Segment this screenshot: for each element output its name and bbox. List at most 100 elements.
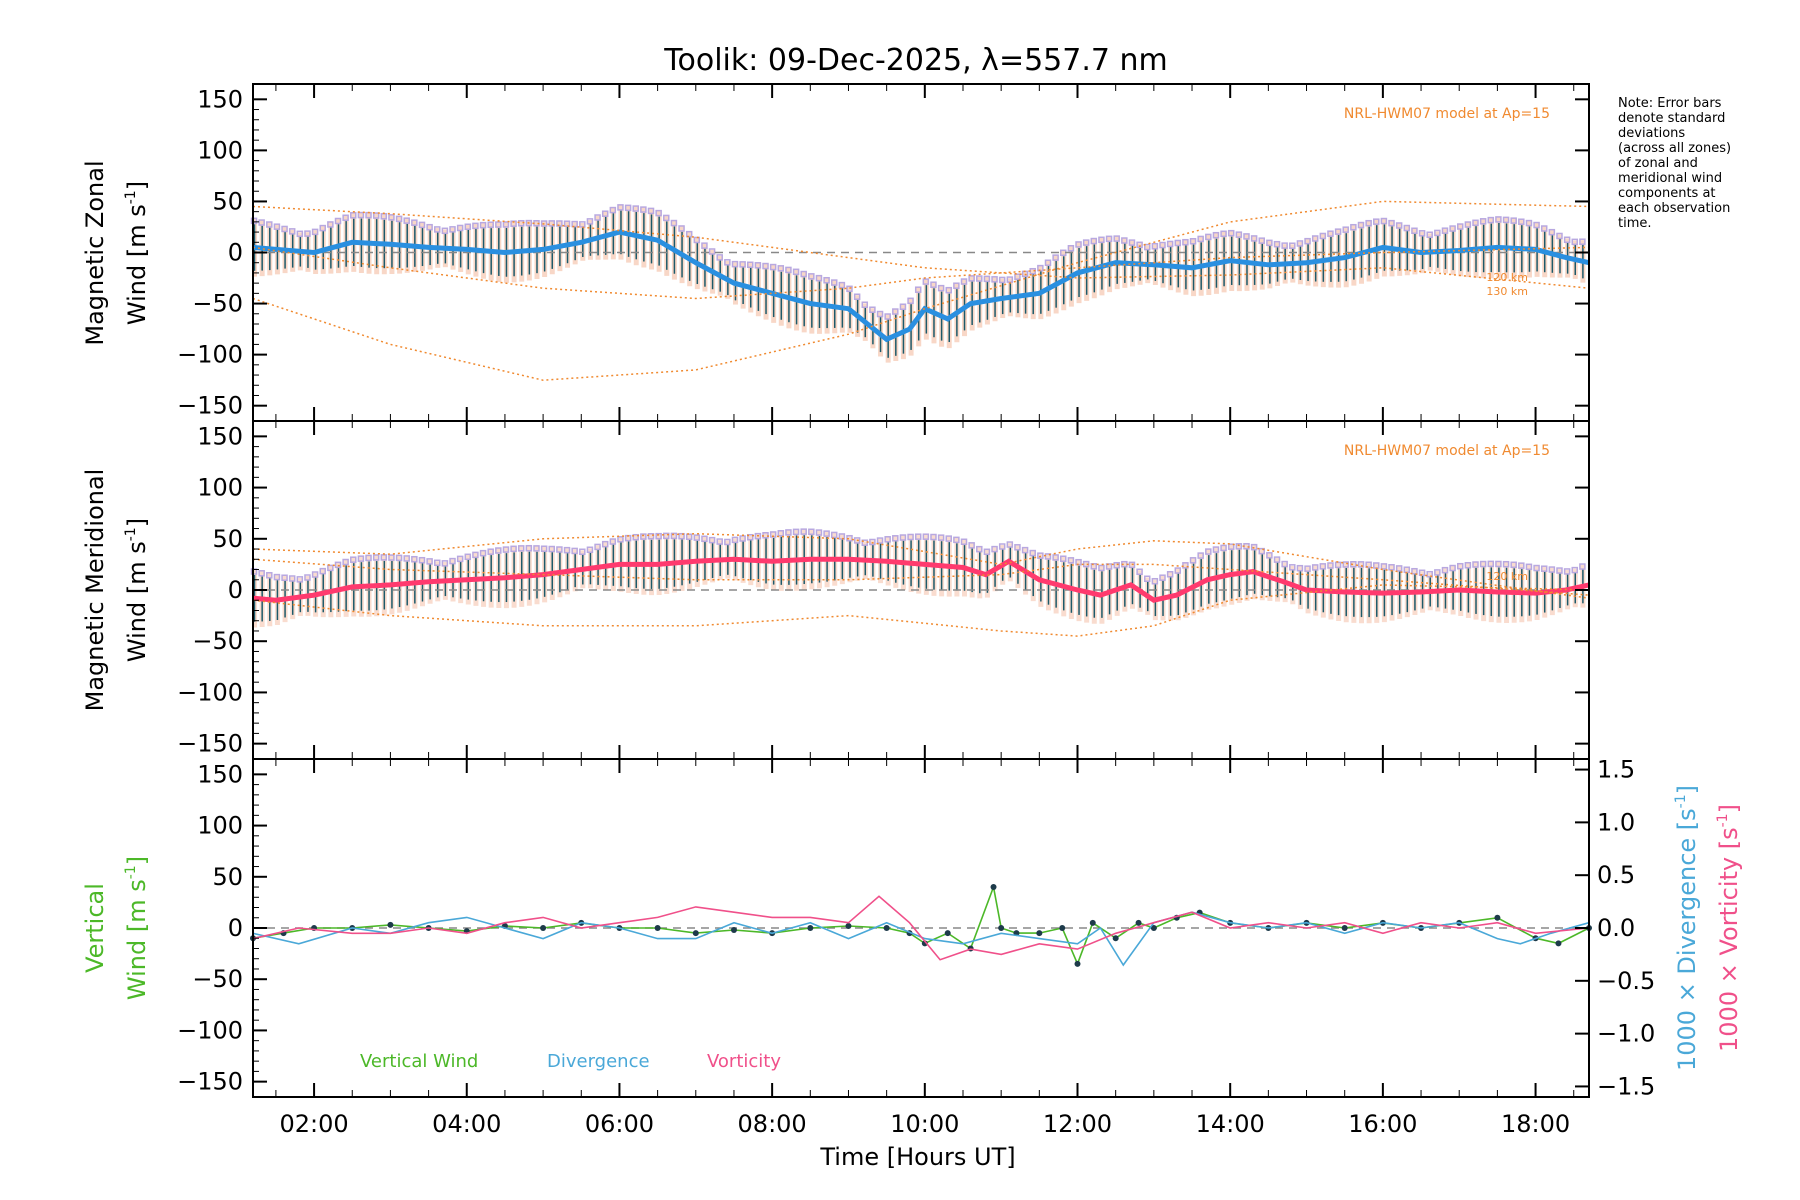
zone-sample-marker	[1105, 563, 1113, 570]
zone-sample-marker	[1434, 229, 1441, 237]
x-tick-label: 04:00	[432, 1110, 501, 1138]
zone-sample-marker	[502, 546, 510, 553]
zone-sample-marker	[548, 220, 556, 227]
zone-sample-marker	[724, 538, 731, 546]
zone-sample-marker	[1136, 241, 1143, 249]
zone-sample-marker	[487, 221, 494, 228]
zone-sample-marker	[418, 221, 426, 229]
zone-sample-marker	[1296, 240, 1304, 247]
zone-sample-marker	[1311, 564, 1319, 571]
zone-sample-marker	[1006, 541, 1014, 548]
zone-sample-marker	[769, 263, 777, 271]
vertical-wind-point	[1089, 919, 1096, 926]
zone-sample-marker	[1197, 235, 1204, 243]
zone-sample-marker	[426, 223, 433, 231]
y-tick-label: −150	[177, 730, 243, 758]
zone-sample-marker	[1510, 561, 1517, 569]
right-y-tick-label: −1.0	[1597, 1020, 1655, 1048]
y-tick-label: −100	[177, 678, 243, 706]
zone-sample-marker	[1380, 217, 1388, 225]
meridional-model-label: NRL-HWM07 model at Ap=15	[1344, 443, 1550, 459]
zone-sample-marker	[601, 210, 609, 217]
zone-sample-marker	[1098, 236, 1105, 244]
zone-sample-marker	[1143, 575, 1151, 583]
zone-sample-marker	[800, 270, 807, 278]
zone-sample-marker	[395, 554, 403, 562]
zone-sample-marker	[670, 532, 678, 540]
vertical-y-ticks: 150 100 50 0 −50 −100 −150	[177, 760, 267, 1096]
zone-sample-marker	[953, 536, 960, 544]
zone-sample-marker	[991, 545, 998, 553]
zone-sample-marker	[655, 209, 662, 217]
zone-sample-marker	[693, 236, 701, 244]
zone-sample-marker	[1487, 216, 1495, 224]
series-line-nrl-hwm07-mid	[252, 246, 1590, 300]
zone-sample-marker	[1548, 228, 1556, 236]
series-line-mean-meridional-wind	[252, 556, 1590, 603]
error-bar-note: Note: Error bars denote standard deviati…	[1618, 96, 1732, 231]
zone-sample-marker	[1067, 245, 1075, 252]
series-line-nrl-hwm07-b	[252, 584, 1590, 637]
zone-sample-marker	[1525, 563, 1533, 571]
zone-sample-marker	[372, 212, 380, 219]
zone-sample-marker	[609, 206, 617, 214]
zone-sample-marker	[1090, 237, 1098, 245]
zone-sample-marker	[380, 554, 388, 561]
x-tick-label: 14:00	[1196, 1110, 1265, 1138]
zone-sample-marker	[640, 206, 647, 213]
y-tick-label: 0	[228, 239, 243, 267]
zone-sample-marker	[1472, 219, 1479, 227]
zone-sample-marker	[1395, 222, 1403, 229]
zonal-ylabel-line2: Wind [m s-1]	[123, 181, 151, 325]
zone-sample-marker	[1403, 224, 1411, 232]
zone-sample-marker	[930, 533, 937, 541]
zone-sample-marker	[1334, 228, 1342, 235]
zone-sample-marker	[876, 310, 884, 318]
zone-sample-marker	[1250, 543, 1258, 551]
zone-sample-marker	[464, 553, 472, 561]
vertical-wind-point	[1341, 925, 1348, 931]
zone-sample-marker	[1067, 557, 1075, 564]
zone-sample-marker	[1166, 571, 1174, 578]
series-line-divergence	[252, 911, 1590, 967]
zone-sample-marker	[327, 221, 334, 228]
zone-sample-marker	[1082, 239, 1090, 246]
zone-sample-marker	[1273, 556, 1281, 563]
zone-sample-marker	[304, 230, 311, 237]
zone-sample-marker	[792, 268, 800, 276]
panel-vertical: 150 100 50 0 −50 −100 −150 1.5 1.0 0.5 0.0 −0.5 −1.…	[81, 756, 1743, 1138]
zone-sample-marker	[1357, 561, 1365, 568]
zone-sample-marker	[808, 528, 815, 536]
zone-sample-marker	[640, 533, 647, 540]
zone-sample-marker	[609, 538, 617, 545]
zone-sample-marker	[540, 220, 548, 227]
vertical-ylabel-line1: Vertical	[81, 883, 109, 973]
zone-sample-marker	[1411, 567, 1418, 575]
zone-sample-marker	[1052, 554, 1059, 561]
zone-sample-marker	[884, 313, 891, 320]
y-tick-label: 100	[197, 812, 243, 840]
zone-sample-marker	[525, 544, 533, 552]
zone-sample-marker	[1014, 544, 1021, 551]
zone-sample-marker	[655, 532, 662, 540]
zone-sample-marker	[647, 533, 655, 540]
zonal-model-alt-120: 120 km	[1486, 271, 1528, 284]
zonal-y-ticks: 150 100 50 0 −50 −100 −150	[177, 85, 1589, 420]
y-tick-label: 100	[197, 474, 243, 502]
zone-sample-marker	[1098, 564, 1105, 572]
zone-sample-marker	[1060, 555, 1067, 562]
zone-sample-marker	[1456, 223, 1464, 230]
series-line-nrl-hwm07-a	[252, 532, 1590, 599]
y-tick-label: 0	[228, 914, 243, 942]
zone-sample-marker	[1090, 563, 1098, 570]
zone-sample-marker	[1189, 238, 1197, 245]
zone-sample-marker	[495, 221, 502, 228]
zone-sample-marker	[1502, 560, 1510, 568]
vertical-wind-point	[1135, 919, 1142, 926]
zone-sample-marker	[945, 535, 952, 542]
zone-sample-marker	[869, 306, 876, 313]
zone-sample-marker	[701, 535, 708, 543]
panel-zonal: 150 100 50 0 −50 −100 −150 NRL-HWM07 model at …	[81, 83, 1590, 422]
zone-sample-marker	[876, 537, 884, 544]
zone-sample-marker	[998, 276, 1006, 284]
